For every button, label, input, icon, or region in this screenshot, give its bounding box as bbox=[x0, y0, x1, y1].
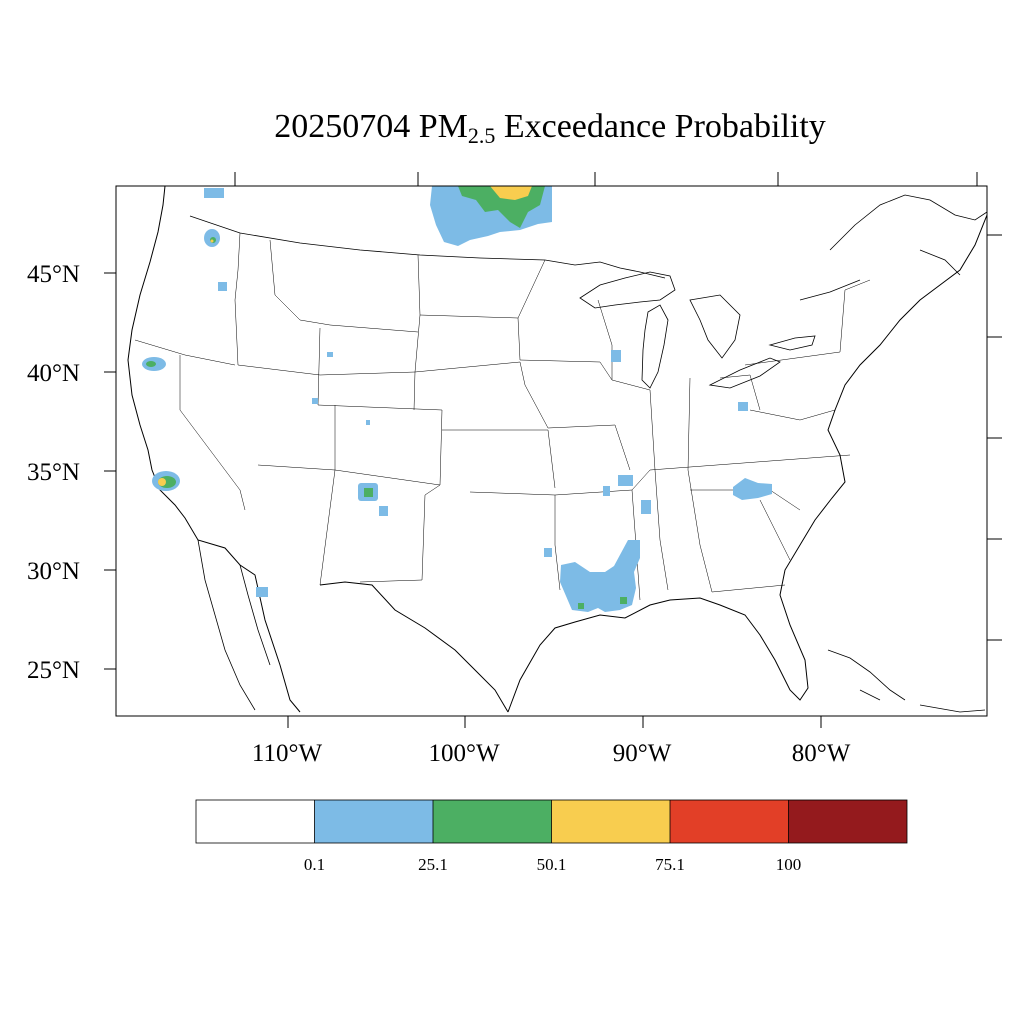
prob-area-mexico bbox=[256, 587, 268, 597]
prob-area-socal-peak bbox=[158, 478, 166, 486]
prob-area-montana-yellow bbox=[490, 186, 532, 200]
prob-area-louisiana bbox=[560, 540, 640, 612]
lake-michigan bbox=[641, 304, 669, 389]
canada-coast bbox=[799, 194, 987, 301]
probability-overlay bbox=[142, 186, 772, 612]
lake-erie bbox=[708, 357, 781, 389]
prob-area-colorado bbox=[366, 420, 370, 425]
lon-label-100w: 100°W bbox=[428, 740, 499, 767]
lake-huron bbox=[689, 294, 741, 359]
lon-label-110w: 110°W bbox=[252, 740, 323, 767]
colorbar-box-4 bbox=[670, 800, 789, 843]
lat-labels: 45°N 40°N 35°N 30°N 25°N bbox=[27, 261, 80, 684]
prob-area-idaho-north bbox=[204, 188, 224, 198]
prob-area-wisconsin bbox=[611, 350, 621, 362]
lake-superior bbox=[579, 271, 676, 309]
prob-area-wyoming bbox=[327, 352, 333, 357]
colorbar-label-0: 0.1 bbox=[304, 855, 325, 874]
lon-label-90w: 90°W bbox=[613, 740, 672, 767]
lon-labels: 110°W 100°W 90°W 80°W bbox=[252, 740, 851, 767]
map-background bbox=[116, 186, 987, 716]
colorbar-box-2 bbox=[433, 800, 552, 843]
colorbar-box-1 bbox=[314, 800, 433, 843]
prob-area-arkansas bbox=[603, 486, 610, 496]
colorbar-box-3 bbox=[551, 800, 670, 843]
title-rest: Exceedance Probability bbox=[503, 108, 826, 145]
prob-area-newmexico-core bbox=[364, 488, 373, 497]
lat-label-30: 30°N bbox=[27, 558, 80, 585]
colorbar-labels: 0.1 25.1 50.1 75.1 100 bbox=[304, 855, 801, 874]
canada-border bbox=[189, 215, 666, 279]
colorbar-label-2: 50.1 bbox=[537, 855, 567, 874]
lon-label-80w: 80°W bbox=[792, 740, 851, 767]
colorbar-label-1: 25.1 bbox=[418, 855, 448, 874]
prob-area-tennessee bbox=[618, 475, 633, 486]
prob-area-ohio bbox=[738, 402, 748, 411]
colorbar-label-3: 75.1 bbox=[655, 855, 685, 874]
colorbar-label-4: 100 bbox=[776, 855, 802, 874]
lat-label-25: 25°N bbox=[27, 657, 80, 684]
map-title: 20250704 PM2.5 Exceedance Probability bbox=[0, 108, 1024, 149]
lat-label-45: 45°N bbox=[27, 261, 80, 288]
state-boundaries bbox=[134, 232, 871, 601]
prob-area-texas-east bbox=[544, 548, 552, 557]
prob-area-mississippi bbox=[641, 500, 651, 514]
baja-coast bbox=[197, 539, 271, 711]
prob-area-louisiana-core2 bbox=[620, 597, 627, 604]
colorbar-box-0 bbox=[196, 800, 315, 843]
caribbean-islands bbox=[827, 649, 986, 713]
prob-area-ncal-core bbox=[146, 361, 156, 367]
tick-marks bbox=[104, 172, 1002, 728]
map-frame bbox=[115, 185, 988, 717]
lake-ontario bbox=[768, 335, 816, 351]
title-date: 20250704 bbox=[274, 108, 411, 145]
prob-area-utah bbox=[312, 398, 318, 404]
lat-label-35: 35°N bbox=[27, 459, 80, 486]
colorbar bbox=[195, 799, 908, 844]
prob-area-washington-peak bbox=[210, 239, 214, 243]
prob-area-appalachia bbox=[733, 478, 772, 500]
prob-area-louisiana-core1 bbox=[578, 603, 584, 609]
colorbar-box-5 bbox=[788, 800, 907, 843]
prob-area-oregon bbox=[218, 282, 227, 291]
lat-label-40: 40°N bbox=[27, 360, 80, 387]
prob-area-newmexico-south bbox=[379, 506, 388, 516]
title-pm: PM bbox=[418, 108, 468, 145]
colorbar-frame bbox=[195, 799, 908, 844]
title-subscript: 2.5 bbox=[467, 123, 496, 148]
